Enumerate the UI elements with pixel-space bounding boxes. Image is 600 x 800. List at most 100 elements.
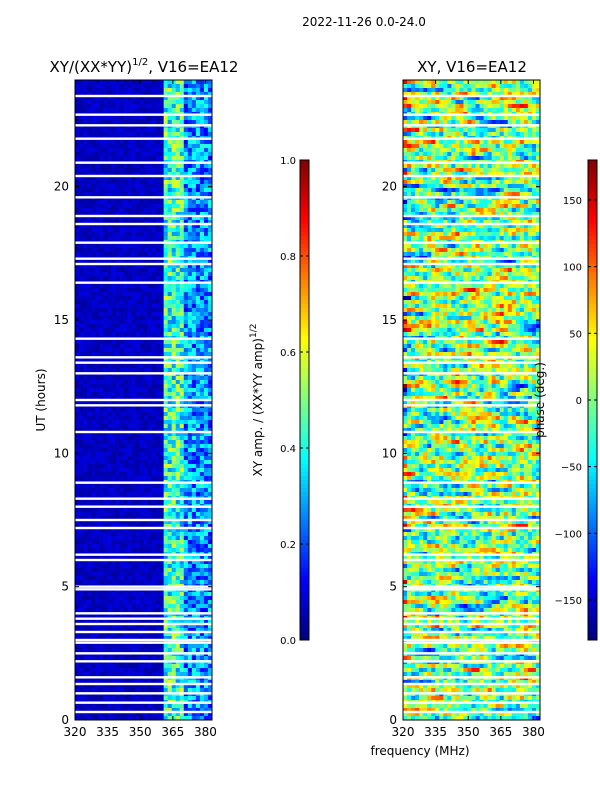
heatmap-cell — [123, 408, 128, 413]
heatmap-cell — [119, 596, 124, 601]
heatmap-cell — [187, 216, 193, 221]
heatmap-cell — [183, 648, 189, 653]
heatmap-cell — [187, 260, 193, 265]
heatmap-cell — [131, 548, 136, 553]
heatmap-cell — [95, 328, 100, 333]
heatmap-cell — [111, 248, 116, 253]
heatmap-cell — [115, 416, 120, 421]
heatmap-cell — [83, 544, 88, 549]
heatmap-cell — [147, 452, 152, 457]
heatmap-cell — [151, 324, 156, 329]
heatmap-cell — [131, 120, 136, 125]
heatmap-cell — [83, 172, 88, 177]
heatmap-cell — [179, 484, 185, 489]
heatmap-cell — [191, 104, 197, 109]
heatmap-cell — [203, 448, 209, 453]
heatmap-cell — [87, 396, 92, 401]
heatmap-cell — [127, 420, 132, 425]
heatmap-cell — [183, 216, 189, 221]
heatmap-cell — [75, 232, 80, 237]
heatmap-cell — [207, 152, 213, 157]
heatmap-cell — [99, 284, 104, 289]
heatmap-cell — [147, 468, 152, 473]
heatmap-cell — [203, 116, 209, 121]
heatmap-cell — [175, 648, 181, 653]
heatmap-cell — [171, 364, 177, 369]
heatmap-cell — [195, 472, 201, 477]
heatmap-cell — [175, 184, 181, 189]
heatmap-cell — [103, 364, 108, 369]
heatmap-cell — [167, 532, 173, 537]
heatmap-cell — [187, 304, 193, 309]
heatmap-cell — [175, 84, 181, 89]
heatmap-cell — [75, 568, 80, 573]
heatmap-cell — [163, 344, 169, 349]
heatmap-cell — [163, 324, 169, 329]
heatmap-cell — [99, 304, 104, 309]
heatmap-cell — [155, 592, 161, 597]
heatmap-cell — [95, 572, 100, 577]
heatmap-cell — [171, 528, 177, 533]
heatmap-cell — [155, 352, 161, 357]
heatmap-cell — [131, 408, 136, 413]
heatmap-cell — [203, 176, 209, 181]
heatmap-cell — [91, 320, 96, 325]
heatmap-cell — [91, 564, 96, 569]
heatmap-cell — [119, 388, 124, 393]
heatmap-cell — [179, 200, 185, 205]
heatmap-cell — [135, 284, 140, 289]
heatmap-cell — [83, 204, 88, 209]
heatmap-cell — [139, 540, 144, 545]
heatmap-cell — [143, 644, 148, 649]
heatmap-cell — [139, 292, 144, 297]
heatmap-cell — [159, 636, 165, 641]
heatmap-cell — [131, 636, 136, 641]
heatmap-cell — [95, 620, 100, 625]
heatmap-cell — [107, 596, 112, 601]
heatmap-cell — [183, 624, 189, 629]
heatmap-cell — [123, 500, 128, 505]
heatmap-cell — [95, 468, 100, 473]
heatmap-cell — [199, 176, 205, 181]
heatmap-cell — [131, 472, 136, 477]
heatmap-cell — [91, 204, 96, 209]
heatmap-cell — [107, 168, 112, 173]
heatmap-cell — [147, 260, 152, 265]
heatmap-cell — [199, 304, 205, 309]
heatmap-cell — [151, 436, 156, 441]
heatmap-cell — [79, 340, 84, 345]
heatmap-cell — [203, 208, 209, 213]
heatmap-cell — [135, 468, 140, 473]
heatmap-cell — [207, 568, 213, 573]
heatmap-cell — [119, 276, 124, 281]
heatmap-cell — [159, 392, 165, 397]
heatmap-cell — [199, 260, 205, 265]
heatmap-cell — [159, 512, 165, 517]
heatmap-cell — [99, 100, 104, 105]
heatmap-cell — [87, 656, 92, 661]
heatmap-cell — [87, 472, 92, 477]
heatmap-cell — [187, 428, 193, 433]
heatmap-cell — [103, 216, 108, 221]
heatmap-cell — [199, 236, 205, 241]
heatmap-cell — [167, 492, 173, 497]
heatmap-cell — [199, 204, 205, 209]
heatmap-cell — [131, 260, 136, 265]
heatmap-cell — [143, 656, 148, 661]
heatmap-cell — [167, 536, 173, 541]
heatmap-cell — [175, 272, 181, 277]
heatmap-cell — [199, 292, 205, 297]
heatmap-cell — [143, 448, 148, 453]
heatmap-cell — [83, 396, 88, 401]
heatmap-cell — [115, 300, 120, 305]
heatmap-cell — [207, 228, 213, 233]
heatmap-cell — [187, 204, 193, 209]
heatmap-cell — [179, 188, 185, 193]
heatmap-cell — [183, 556, 189, 561]
heatmap-cell — [123, 132, 128, 137]
heatmap-cell — [151, 536, 156, 541]
heatmap-cell — [107, 88, 112, 93]
heatmap-cell — [91, 208, 96, 213]
heatmap-cell — [123, 460, 128, 465]
heatmap-cell — [155, 248, 161, 253]
